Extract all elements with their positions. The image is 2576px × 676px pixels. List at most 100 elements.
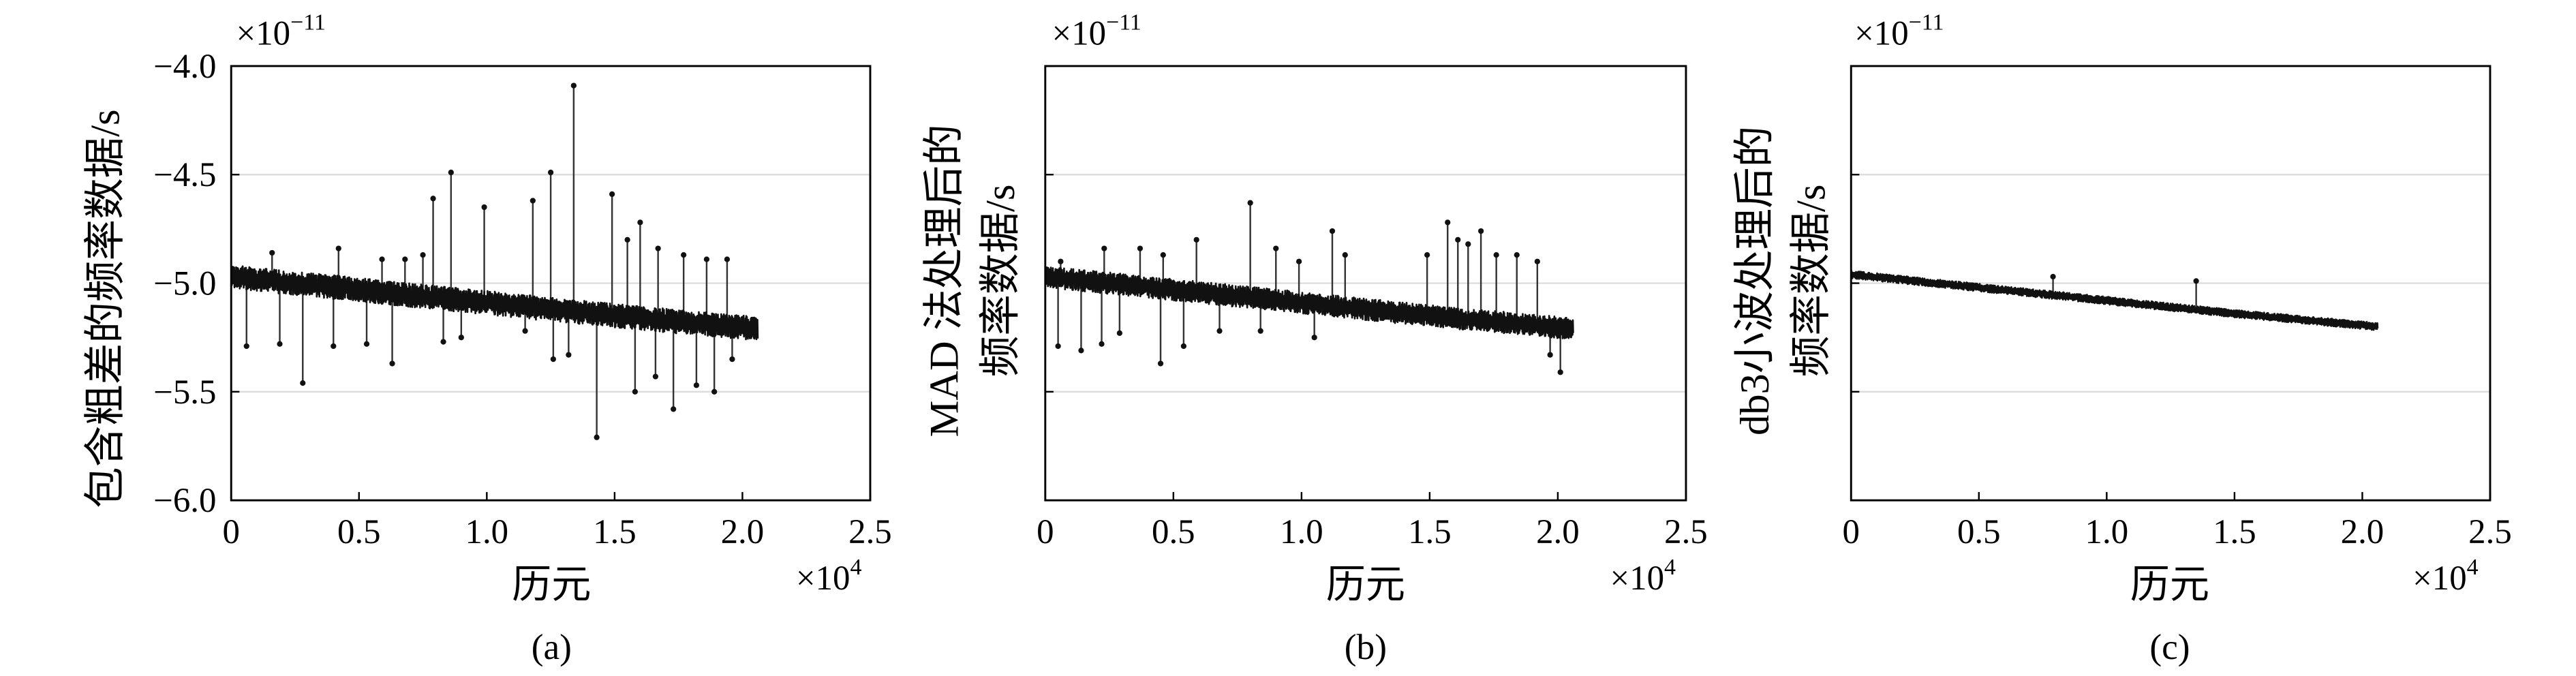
outlier-point: [1534, 258, 1540, 264]
outlier-point: [547, 169, 554, 176]
outlier-point: [420, 252, 426, 258]
x-tick-label: 2.5: [1664, 513, 1708, 551]
panel-c: 0 0.5 1.0 1.5 2.0 2.5 ×10−11 ×104 历元 (c) db3小…: [1732, 10, 2512, 667]
y-tick-label: −5.0: [153, 265, 216, 303]
outlier-point: [458, 335, 464, 341]
outlier-point: [1329, 228, 1336, 234]
x-multiplier-base: ×10: [2412, 559, 2467, 598]
outlier-point: [1247, 200, 1253, 206]
outlier-point: [1101, 245, 1107, 251]
outlier-point: [1445, 219, 1451, 226]
y-multiplier-base: ×10: [1052, 14, 1107, 52]
outlier-point: [331, 343, 337, 350]
axes-frame: [1044, 65, 1687, 502]
outlier-point: [2050, 273, 2056, 280]
outlier-point: [1547, 352, 1553, 358]
x-multiplier-base: ×10: [1610, 559, 1664, 598]
panel-caption: (c): [2149, 627, 2190, 667]
panel-a: −4.0 −4.5 −5.0 −5.5 −6.00 0.5 1.0 1.5 2.0 2.5 ×10…: [83, 10, 892, 667]
outlier-point: [637, 219, 643, 226]
outlier-point: [379, 256, 385, 262]
outlier-point: [277, 341, 283, 347]
outlier-point: [566, 352, 572, 358]
y-tick-label: −4.0: [153, 48, 216, 86]
outlier-point: [671, 406, 677, 412]
x-tick-label: 1.5: [2213, 513, 2256, 551]
outlier-point: [1058, 258, 1064, 264]
outlier-point: [550, 356, 556, 363]
outlier-point: [1455, 236, 1461, 243]
outlier-point: [440, 339, 446, 345]
outlier-point: [724, 256, 731, 262]
outlier-point: [1493, 252, 1499, 258]
x-tick-label: 2.0: [1536, 513, 1580, 551]
outlier-point: [1465, 241, 1471, 247]
outlier-point: [1216, 328, 1223, 334]
outlier-point: [363, 341, 370, 347]
y-axis-label-line-1: db3小波处理后的: [1732, 126, 1778, 435]
y-tick-label: −4.5: [153, 156, 216, 194]
panel-caption: (b): [1345, 627, 1387, 667]
y-multiplier-exponent: −11: [1909, 10, 1944, 35]
panel-caption: (a): [532, 627, 572, 667]
y-multiplier: ×10−11: [1854, 10, 1944, 53]
outlier-point: [269, 249, 275, 256]
y-axis-label-line-1: MAD 法处理后的: [922, 124, 968, 437]
outlier-point: [335, 245, 341, 251]
y-multiplier: ×10−11: [1052, 10, 1141, 53]
y-multiplier-exponent: −11: [1106, 10, 1141, 35]
x-tick-label: 0: [223, 513, 240, 551]
outlier-point: [402, 256, 408, 262]
y-multiplier-base: ×10: [1854, 14, 1909, 52]
x-axis-label: 历元: [1326, 562, 1405, 606]
plot-area-a: −4.0 −4.5 −5.0 −5.5 −6.00 0.5 1.0 1.5 2.0 2.5: [153, 48, 892, 551]
x-tick-label: 1.0: [2085, 513, 2129, 551]
y-multiplier-base: ×10: [236, 14, 291, 52]
x-tick-label: 2.0: [2341, 513, 2385, 551]
x-tick-label: 0: [1843, 513, 1860, 551]
x-tick-label: 2.5: [2468, 513, 2512, 551]
outlier-point: [624, 236, 630, 243]
outlier-point: [1099, 341, 1105, 347]
x-tick-label: 1.0: [465, 513, 509, 551]
outlier-point: [1257, 328, 1263, 334]
x-multiplier-exponent: 4: [2467, 555, 2479, 580]
axes-frame: [1850, 65, 2491, 502]
x-multiplier: ×104: [2412, 555, 2479, 598]
y-multiplier-exponent: −11: [290, 10, 326, 35]
x-tick-label: 2.0: [721, 513, 765, 551]
outlier-point: [703, 256, 710, 262]
outlier-point: [1342, 252, 1348, 258]
outlier-point: [1514, 252, 1520, 258]
x-tick-label: 0.5: [1957, 513, 2001, 551]
x-multiplier-exponent: 4: [1664, 555, 1676, 580]
plot-area-c: 0 0.5 1.0 1.5 2.0 2.5: [1843, 65, 2512, 551]
outlier-point: [594, 434, 600, 440]
outlier-point: [1180, 343, 1187, 350]
outlier-point: [481, 204, 487, 211]
outlier-point: [1078, 348, 1084, 354]
outlier-point: [1055, 343, 1061, 350]
outlier-point: [2193, 278, 2199, 284]
outlier-point: [1477, 228, 1484, 234]
series-line: [230, 265, 759, 341]
y-axis-label-line-2: 频率数据/s: [978, 185, 1024, 378]
axes-frame: [230, 65, 872, 502]
outlier-point: [430, 196, 436, 202]
x-tick-label: 0.5: [1152, 513, 1195, 551]
outlier-point: [1557, 369, 1563, 375]
outlier-point: [389, 360, 395, 367]
outlier-point: [1116, 330, 1122, 336]
x-multiplier-base: ×10: [796, 559, 850, 598]
outlier-point: [693, 382, 700, 388]
outlier-point: [570, 82, 577, 89]
y-axis-label: 包含粗差的频率数据/s: [83, 109, 129, 508]
y-tick-label: −5.5: [153, 373, 216, 412]
outlier-point: [300, 380, 306, 386]
outlier-point: [243, 343, 249, 350]
outlier-point: [1193, 236, 1199, 243]
outlier-point: [711, 388, 718, 395]
outlier-point: [1273, 245, 1279, 251]
y-tick-label: −6.0: [153, 482, 216, 520]
